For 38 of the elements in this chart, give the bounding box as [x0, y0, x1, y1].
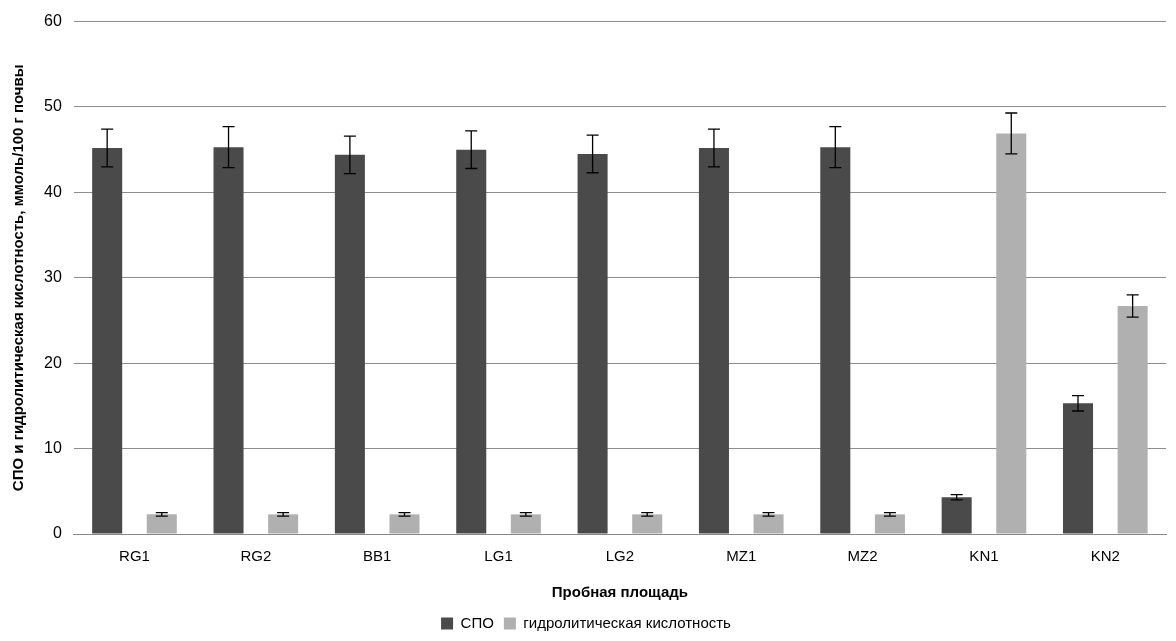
- y-tick-label: 50: [44, 97, 62, 115]
- bar: [1063, 403, 1094, 534]
- bar: [510, 514, 541, 534]
- bar: [820, 147, 851, 534]
- bar: [1117, 305, 1148, 534]
- bar: [389, 514, 420, 534]
- bar: [632, 514, 663, 534]
- x-tick-label: MZ1: [726, 547, 757, 565]
- bar: [874, 514, 905, 534]
- y-tick-label: 20: [44, 353, 62, 371]
- bar: [456, 149, 487, 534]
- x-tick-label: BB1: [363, 547, 392, 565]
- x-tick-label: LG1: [484, 547, 513, 565]
- bar: [996, 133, 1027, 534]
- bar: [753, 514, 784, 534]
- x-tick-label: KN1: [969, 547, 999, 565]
- y-tick-label: 10: [44, 439, 62, 457]
- x-tick-label: KN2: [1090, 547, 1120, 565]
- legend-label: гидролитическая кислотность: [523, 613, 732, 631]
- x-tick-label: MZ2: [847, 547, 878, 565]
- bar: [213, 147, 244, 534]
- y-tick-label: 0: [52, 524, 62, 542]
- y-tick-label: 40: [44, 182, 62, 200]
- bar: [268, 514, 299, 534]
- bar: [941, 497, 972, 534]
- y-axis-title: СПО и гидролитическая кислотность, ммоль/100 г почвы: [9, 64, 27, 492]
- bar: [577, 153, 608, 534]
- x-tick-label: RG2: [240, 547, 272, 565]
- y-tick-label: 60: [44, 12, 62, 30]
- x-tick-label: LG2: [605, 547, 635, 565]
- bar: [92, 147, 123, 534]
- bar: [334, 154, 365, 534]
- x-axis-title: Пробная площадь: [551, 583, 688, 601]
- y-tick-label: 30: [44, 268, 62, 286]
- bar: [146, 514, 177, 534]
- x-tick-label: RG1: [119, 547, 150, 565]
- bar: [698, 147, 729, 534]
- legend-label: СПО: [460, 613, 494, 631]
